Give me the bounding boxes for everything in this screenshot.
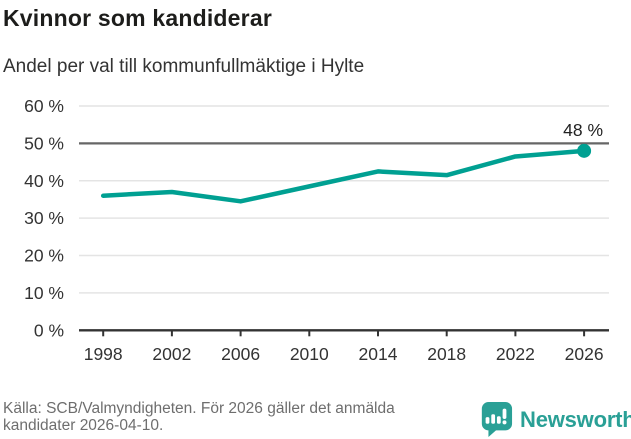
- data-point-2026: [577, 143, 592, 158]
- y-axis-label: 10 %: [24, 283, 64, 303]
- y-axis-label: 30 %: [24, 208, 64, 228]
- x-axis-label: 2010: [290, 344, 329, 364]
- newsworthy-logo-text: Newsworthy: [520, 406, 631, 432]
- x-axis-label: 2022: [496, 344, 535, 364]
- y-axis-label: 40 %: [24, 171, 64, 191]
- y-axis-label: 0 %: [34, 320, 64, 340]
- x-axis-label: 2014: [359, 344, 398, 364]
- newsworthy-logo: Newsworthy: [479, 401, 631, 438]
- y-axis-label: 50 %: [24, 133, 64, 153]
- y-axis-label: 20 %: [24, 246, 64, 266]
- data-line: [100, 148, 587, 204]
- y-axis-label: 60 %: [24, 96, 64, 116]
- x-axis-label: 1998: [84, 344, 123, 364]
- source-note: Källa: SCB/Valmyndigheten. För 2026 gäll…: [3, 400, 395, 434]
- point-annotation: 48 %: [563, 120, 603, 140]
- x-axis-label: 2002: [152, 344, 191, 364]
- page-title: Kvinnor som kandiderar: [3, 5, 272, 31]
- x-axis-label: 2026: [565, 344, 604, 364]
- chart-subtitle: Andel per val till kommunfullmäktige i H…: [3, 56, 365, 77]
- x-axis-label: 2006: [221, 344, 260, 364]
- bar-chart-speech-bubble-icon: [481, 402, 513, 437]
- x-axis-label: 2018: [427, 344, 466, 364]
